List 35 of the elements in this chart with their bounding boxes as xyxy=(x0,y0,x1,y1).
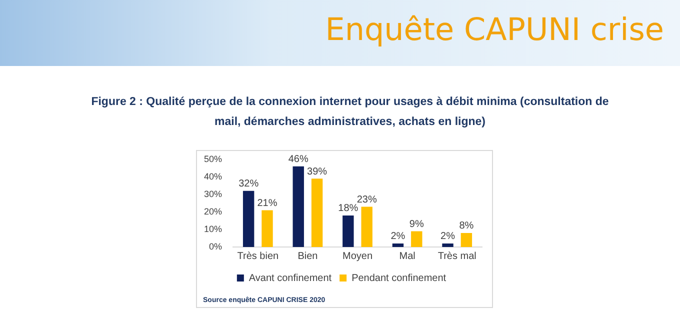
data-label: 2% xyxy=(390,231,406,242)
data-label: 8% xyxy=(459,220,474,232)
data-label: 46% xyxy=(288,154,308,166)
bar xyxy=(311,178,323,247)
data-label: 2% xyxy=(440,231,456,242)
chart-title: Enquête CAPUNI crise xyxy=(325,12,664,48)
y-tick-label: 50% xyxy=(204,154,222,164)
bar xyxy=(460,232,472,247)
y-tick-label: 40% xyxy=(204,171,222,182)
data-label: 39% xyxy=(307,166,328,178)
bar xyxy=(361,206,372,247)
data-label: 32% xyxy=(238,178,259,190)
y-tick-label: 0% xyxy=(209,241,222,252)
y-tick-label: 30% xyxy=(204,188,222,199)
bar xyxy=(292,166,304,247)
bar xyxy=(242,190,254,247)
bar xyxy=(262,210,273,247)
bar xyxy=(442,243,454,247)
bar xyxy=(392,243,404,247)
y-tick-label: 10% xyxy=(204,224,222,234)
data-label: 23% xyxy=(356,194,377,206)
x-tick-label: Très bien xyxy=(237,250,279,262)
bar xyxy=(342,215,354,247)
x-tick-label: Très mal xyxy=(438,250,476,262)
y-tick-label: 20% xyxy=(204,206,222,216)
legend-label: Pendant confinement xyxy=(352,272,446,284)
chart-subtitle: Figure 2 : Qualité perçue de la connexion internet pour usages à débit minima (consultation de mail, démarches administratives, achats en ligne) xyxy=(90,95,610,130)
data-label: 9% xyxy=(409,218,424,230)
data-label: 18% xyxy=(338,203,358,214)
x-tick-label: Moyen xyxy=(342,250,373,262)
legend-label: Avant confinement xyxy=(248,272,332,284)
x-tick-label: Bien xyxy=(298,250,318,262)
bar xyxy=(411,231,422,247)
x-tick-label: Mal xyxy=(399,250,416,262)
data-label: 21% xyxy=(257,198,278,209)
